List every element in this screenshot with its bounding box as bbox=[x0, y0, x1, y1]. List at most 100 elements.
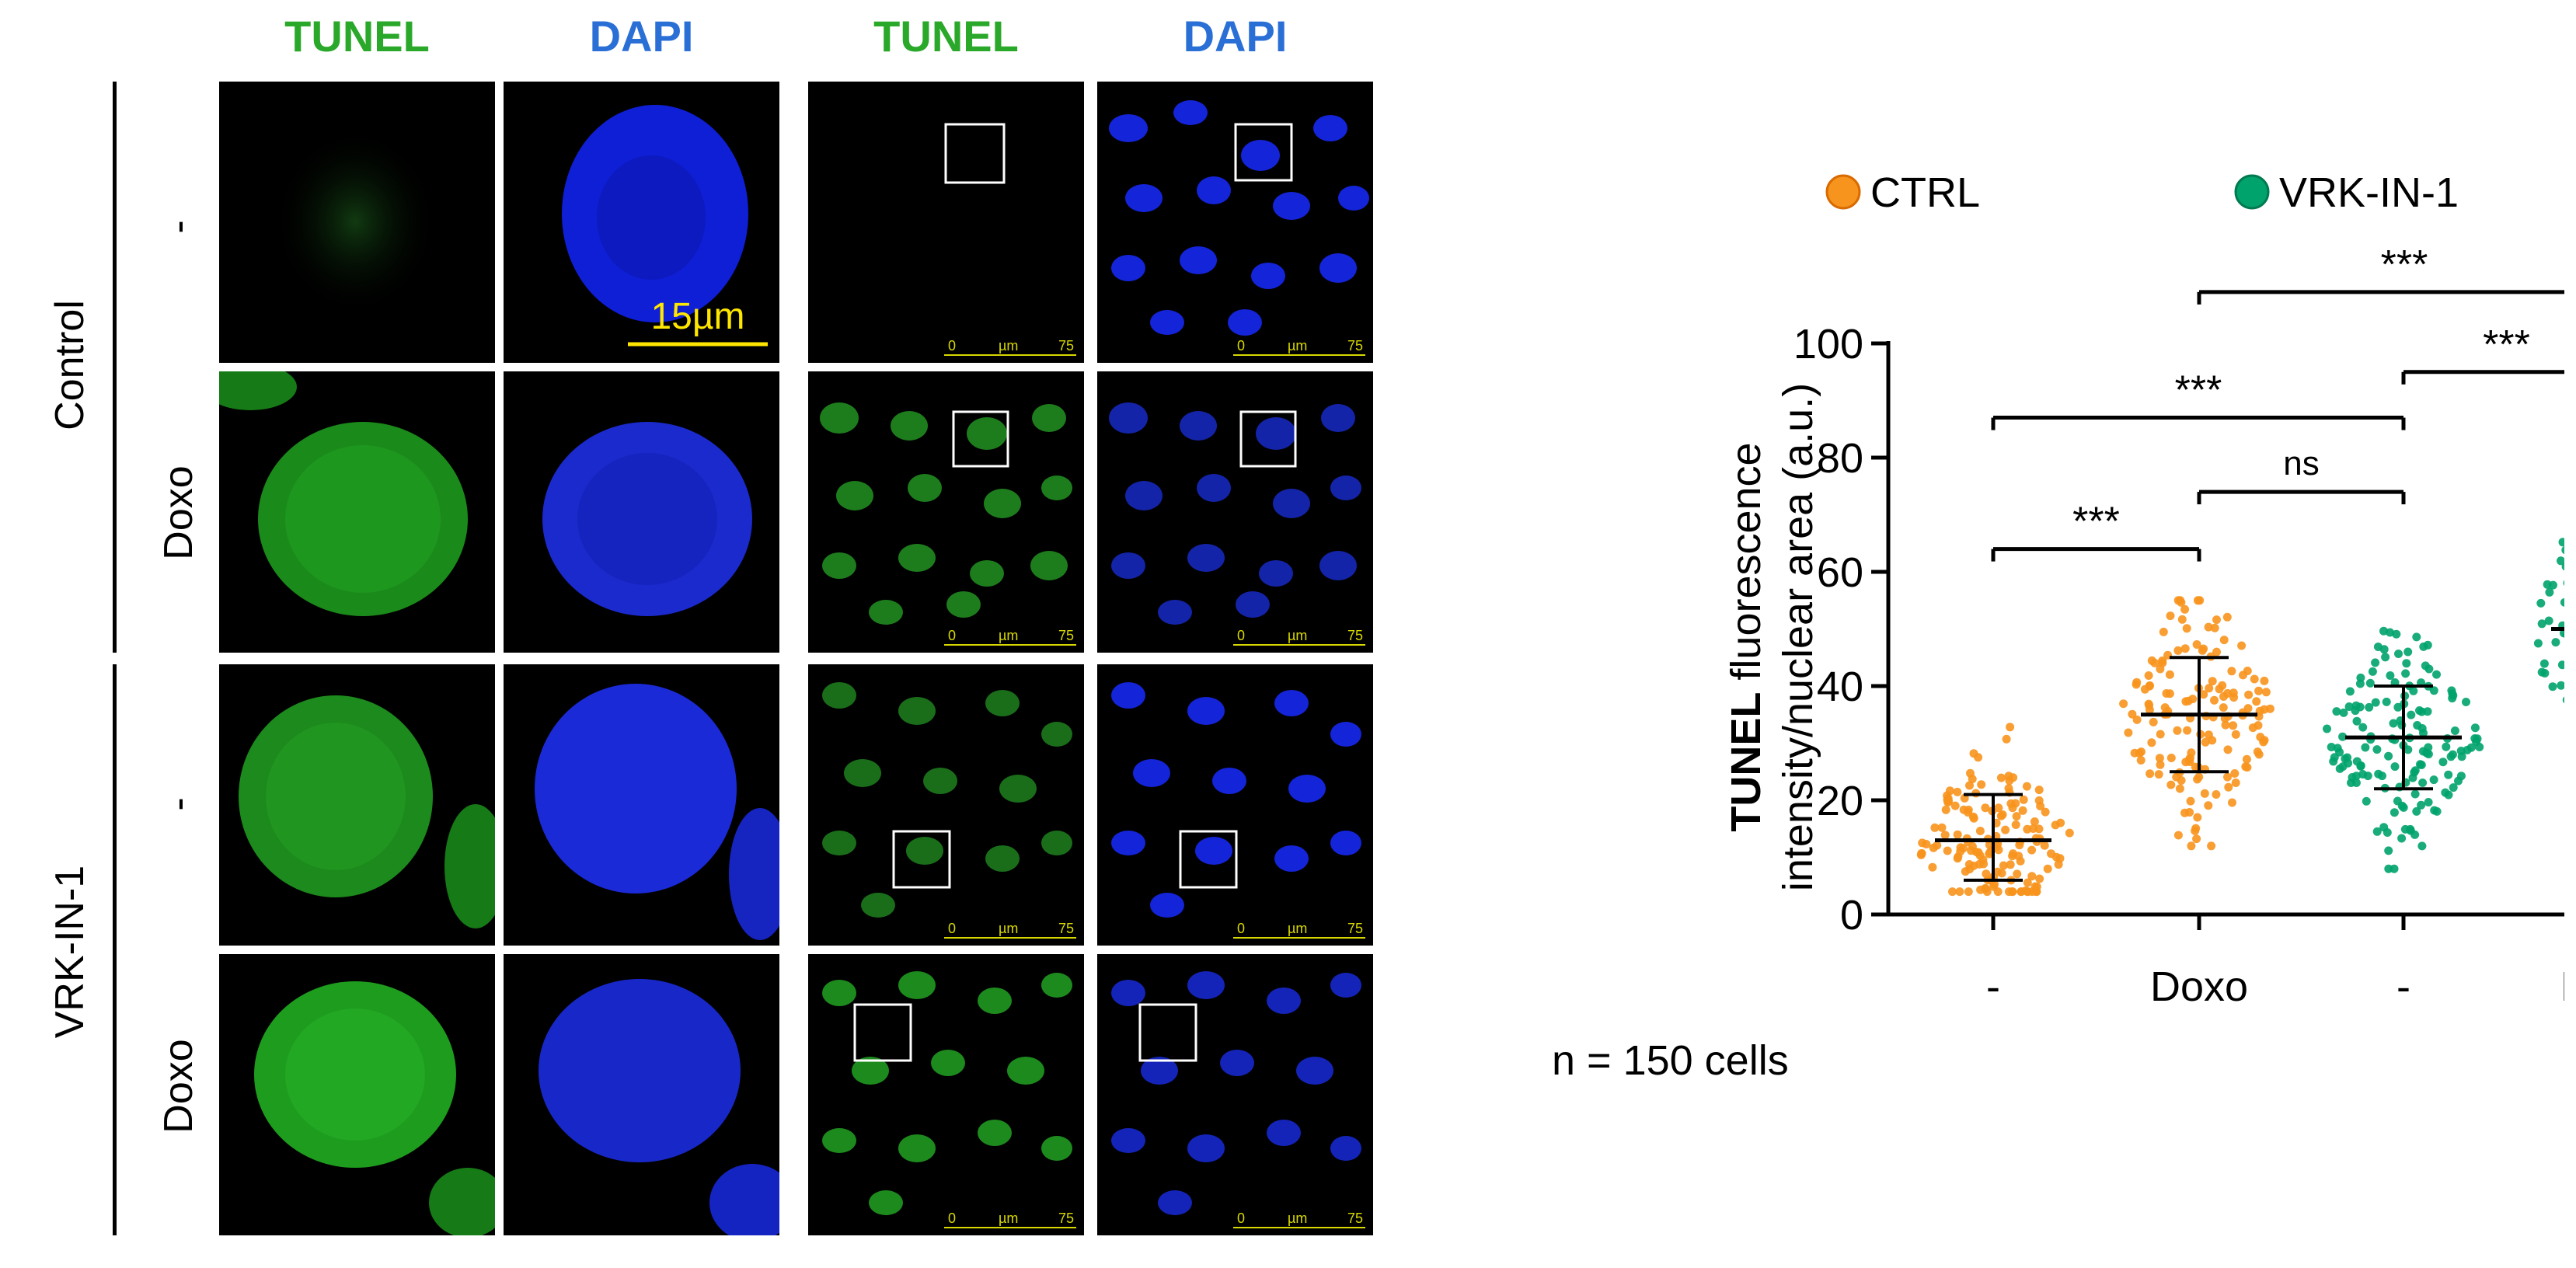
data-point bbox=[2229, 721, 2238, 730]
data-point bbox=[2449, 783, 2458, 792]
data-point bbox=[1974, 753, 1983, 762]
data-point bbox=[2128, 709, 2137, 719]
legend-label-vrk: VRK-IN-1 bbox=[2279, 169, 2459, 216]
data-point bbox=[1922, 840, 1931, 848]
data-point bbox=[2006, 860, 2015, 869]
data-point bbox=[2144, 671, 2153, 680]
data-point bbox=[2429, 686, 2438, 695]
data-point bbox=[2193, 813, 2202, 822]
micrograph-dapi-field-vrk: 0 µm 75 bbox=[1097, 664, 1373, 946]
data-point bbox=[2545, 587, 2554, 597]
data-point bbox=[2181, 697, 2191, 706]
data-point bbox=[2351, 779, 2361, 787]
data-point bbox=[2014, 852, 2024, 861]
y-axis-label-line2: intensity/nuclear area (a.u.) bbox=[1775, 383, 1821, 891]
data-point bbox=[2456, 772, 2466, 781]
data-point bbox=[2429, 775, 2438, 785]
data-point bbox=[2403, 745, 2413, 754]
data-point bbox=[1964, 887, 1973, 897]
x-tick-label: Doxo bbox=[2150, 963, 2248, 1010]
data-point bbox=[2371, 658, 2380, 667]
field-scale-start: 0 bbox=[948, 338, 956, 354]
data-point bbox=[2381, 653, 2390, 662]
data-point bbox=[1996, 811, 2006, 820]
data-point bbox=[2351, 772, 2361, 781]
data-point bbox=[2166, 611, 2175, 621]
legend-marker-vrk bbox=[2234, 174, 2270, 210]
data-point bbox=[2187, 841, 2196, 851]
data-point bbox=[1981, 803, 1990, 813]
data-point bbox=[1966, 768, 1975, 778]
data-point bbox=[2191, 826, 2200, 835]
column-header-dapi-closeup: DAPI bbox=[589, 12, 694, 61]
data-point bbox=[1945, 786, 1954, 796]
field-scale-start: 0 bbox=[1237, 921, 1245, 936]
data-point bbox=[2447, 686, 2456, 695]
data-point bbox=[2438, 758, 2448, 767]
column-header-tunel-field: TUNEL bbox=[873, 12, 1019, 61]
data-point bbox=[2254, 686, 2264, 695]
y-tick-label: 100 bbox=[1793, 321, 1863, 368]
data-point bbox=[1953, 830, 1962, 839]
data-point bbox=[2230, 769, 2240, 778]
data-point bbox=[2023, 824, 2032, 834]
data-point bbox=[1993, 887, 2003, 897]
data-point bbox=[2204, 730, 2213, 740]
data-point bbox=[1956, 843, 1965, 852]
data-point bbox=[2137, 747, 2146, 757]
data-point bbox=[2154, 770, 2163, 779]
data-point bbox=[2537, 619, 2546, 629]
field-scale-end: 75 bbox=[1058, 1211, 1074, 1226]
data-point bbox=[1940, 831, 1950, 840]
data-point bbox=[1959, 805, 1968, 814]
data-point bbox=[2208, 677, 2217, 686]
data-point bbox=[2124, 728, 2133, 737]
data-point bbox=[2432, 806, 2442, 816]
data-point bbox=[2462, 698, 2470, 706]
field-scale-start: 0 bbox=[1237, 628, 1245, 643]
data-point bbox=[2365, 702, 2374, 712]
data-point bbox=[2392, 629, 2401, 639]
data-point bbox=[2223, 745, 2233, 754]
data-point bbox=[1996, 773, 2006, 782]
data-point bbox=[2210, 623, 2219, 632]
data-point bbox=[2043, 864, 2052, 873]
data-point bbox=[2173, 596, 2183, 605]
data-point bbox=[2212, 615, 2221, 625]
micrograph-dapi-field-control: 0 µm 75 bbox=[1097, 82, 1373, 363]
micrograph-tunel-field-vrk: 0 µm 75 bbox=[808, 664, 1084, 946]
data-point bbox=[2004, 772, 2013, 781]
data-point bbox=[2248, 723, 2257, 733]
data-point bbox=[2390, 864, 2399, 873]
data-point bbox=[2041, 807, 2050, 817]
x-tick-label: Doxo bbox=[2560, 963, 2564, 1010]
data-point bbox=[2175, 784, 2184, 793]
data-point bbox=[2242, 754, 2251, 764]
y-axis-label-line1: TUNEL fluorescence bbox=[1723, 442, 1769, 831]
micrograph-dapi-field-vrk-doxo: 0 µm 75 bbox=[1097, 954, 1373, 1235]
data-point bbox=[2401, 669, 2410, 678]
data-point bbox=[2027, 872, 2037, 881]
data-point bbox=[2397, 801, 2407, 810]
data-point bbox=[2358, 723, 2368, 732]
data-point bbox=[2561, 545, 2564, 555]
data-point bbox=[1977, 780, 1986, 789]
data-point bbox=[2384, 751, 2393, 761]
data-point bbox=[2379, 823, 2389, 832]
row-label-vrk-untreated: - bbox=[156, 797, 201, 811]
data-point bbox=[2457, 752, 2466, 761]
data-point bbox=[2147, 738, 2156, 747]
significance-label: *** bbox=[2483, 322, 2530, 368]
data-point bbox=[2557, 660, 2564, 670]
data-point bbox=[2409, 686, 2418, 695]
data-point bbox=[2022, 782, 2031, 791]
data-point bbox=[2034, 786, 2044, 795]
data-point bbox=[2418, 779, 2428, 787]
data-point bbox=[2442, 742, 2451, 751]
data-point bbox=[2338, 762, 2348, 772]
field-scale-end: 75 bbox=[1347, 338, 1363, 354]
scale-bar-label: 15µm bbox=[650, 296, 744, 337]
y-axis-label-bold: TUNEL bbox=[1723, 692, 1769, 832]
data-point bbox=[2444, 790, 2453, 799]
data-point bbox=[2156, 760, 2165, 769]
